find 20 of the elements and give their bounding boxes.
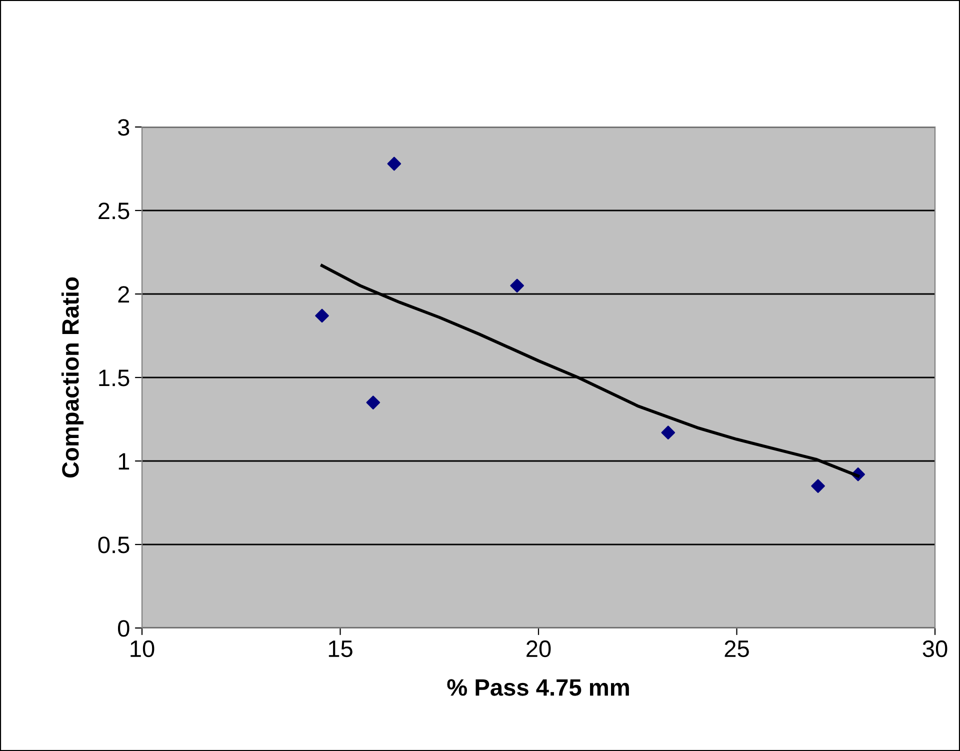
x-tick-label: 15 (328, 640, 352, 658)
x-tick-label: 20 (526, 640, 551, 658)
y-axis-title: Compaction Ratio (61, 277, 84, 478)
point (387, 156, 402, 171)
y-tick-label: 0.5 (98, 536, 130, 554)
y-tick-label: 2.5 (98, 202, 130, 220)
y-tick-label: 1 (118, 453, 130, 470)
y-tick-label: 1.5 (99, 370, 130, 386)
x-tick-label: 25 (724, 640, 749, 658)
x-tick-label: 10 (130, 640, 154, 658)
y-tick-label: 0 (118, 620, 130, 637)
point (315, 308, 329, 323)
point (366, 396, 380, 410)
x-tick-label: 30 (922, 640, 948, 658)
point (510, 278, 524, 293)
y-tick-label: 2 (118, 286, 130, 303)
point (811, 479, 825, 493)
x-axis-title: % Pass 4.75 mm (447, 679, 629, 696)
point (661, 426, 676, 440)
y-tick-label: 3 (118, 119, 130, 136)
